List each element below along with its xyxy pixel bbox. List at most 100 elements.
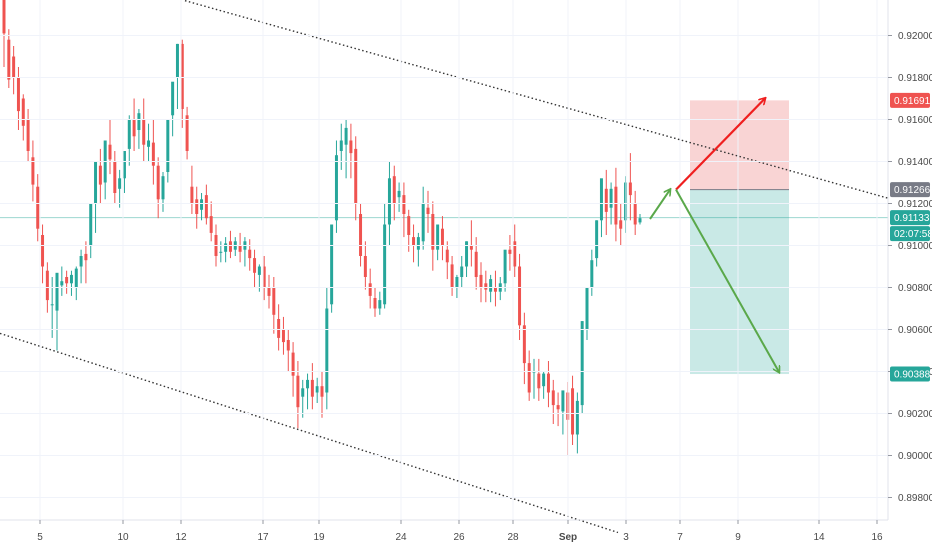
- candle: [12, 46, 16, 95]
- channel-line[interactable]: [184, 0, 889, 199]
- price-tick-label: 0.90800: [898, 283, 932, 294]
- candle: [551, 379, 555, 424]
- candle-body: [238, 245, 242, 252]
- candle-body: [421, 203, 425, 242]
- candle-body: [228, 241, 232, 252]
- candle: [151, 119, 155, 185]
- candle: [200, 193, 204, 221]
- candle-body: [614, 186, 618, 225]
- candle-body: [84, 253, 88, 261]
- candle: [267, 274, 271, 309]
- candle-body: [489, 279, 493, 292]
- price-badge-bg: [890, 366, 930, 382]
- bullish-scenario-arrow[interactable]: [675, 98, 765, 191]
- candle: [325, 287, 329, 410]
- candle-body: [122, 151, 126, 179]
- candle-body: [151, 142, 155, 166]
- candle: [301, 379, 305, 418]
- candle-body: [262, 266, 266, 288]
- candle: [503, 249, 507, 292]
- candle: [628, 153, 632, 221]
- candle-body: [344, 127, 348, 145]
- candle: [412, 224, 416, 263]
- candle-body: [503, 249, 507, 284]
- candle-body: [69, 274, 73, 284]
- price-badge-bg: [890, 92, 930, 108]
- candle-body: [267, 287, 271, 296]
- candle-body: [137, 113, 141, 130]
- approach-arrow[interactable]: [649, 190, 670, 220]
- candle-body: [291, 352, 295, 376]
- time-tick-label: Sep: [559, 532, 577, 543]
- bearish-scenario-arrow[interactable]: [675, 189, 779, 372]
- candle-body: [537, 373, 541, 389]
- candle: [513, 224, 517, 277]
- candle-body: [479, 274, 483, 288]
- candle-body: [609, 188, 613, 208]
- candle-body: [599, 178, 603, 221]
- candle: [142, 98, 146, 162]
- candle-body: [455, 277, 459, 288]
- candle-body: [166, 119, 170, 172]
- candle: [518, 253, 522, 340]
- price-tick-label: 0.91200: [898, 199, 932, 210]
- candle-body: [195, 199, 199, 214]
- candle: [407, 209, 411, 252]
- candle-body: [542, 373, 546, 387]
- candle-body: [585, 287, 589, 330]
- candle-body: [551, 390, 555, 406]
- candle-body: [518, 266, 522, 326]
- candle-body: [407, 216, 411, 235]
- candle: [359, 203, 363, 267]
- candle: [156, 157, 160, 219]
- time-tick-label: 14: [813, 532, 825, 543]
- candle: [585, 287, 589, 340]
- candle-body: [368, 283, 372, 296]
- candle-body: [171, 81, 175, 116]
- stop-loss-zone[interactable]: [690, 100, 789, 190]
- candle: [238, 232, 242, 263]
- candle-body: [79, 256, 83, 267]
- price-badge: 0.91691: [890, 92, 931, 108]
- candle-body: [397, 190, 401, 198]
- candle-body: [604, 188, 608, 212]
- price-badges: 0.91691 0.91266 0.91133 02:07:58 0.90388: [890, 92, 932, 382]
- take-profit-zone[interactable]: [690, 189, 789, 375]
- price-tick-label: 0.92000: [898, 31, 932, 42]
- price-tick-label: 0.90600: [898, 325, 932, 336]
- price-badge-label: 0.91691: [894, 96, 931, 107]
- candle: [368, 268, 372, 309]
- candle-body: [60, 281, 64, 286]
- candle: [402, 182, 406, 238]
- candle: [431, 201, 435, 271]
- time-tick-label: 12: [175, 532, 187, 543]
- time-axis[interactable]: 5 10 12 17 19 24 26 28 Sep 3 7 9 14 16: [0, 519, 888, 543]
- time-tick-label: 3: [623, 532, 629, 543]
- candle: [334, 140, 338, 233]
- candle-body: [89, 203, 93, 246]
- candle-body: [281, 329, 285, 343]
- candle-body: [546, 373, 550, 393]
- time-tick-label: 24: [395, 532, 407, 543]
- candle-body: [633, 203, 637, 225]
- overlays: [0, 0, 888, 520]
- candle-body: [402, 195, 406, 214]
- time-tick-label: 9: [735, 532, 741, 543]
- candle: [450, 256, 454, 296]
- candle: [204, 184, 208, 225]
- channel-line[interactable]: [0, 332, 619, 534]
- candle-body: [2, 0, 6, 34]
- price-tick-label: 0.91800: [898, 73, 932, 84]
- candle: [522, 312, 526, 385]
- time-tick-label: 7: [677, 532, 683, 543]
- price-badge: 0.90388: [890, 366, 931, 382]
- candle: [575, 392, 579, 454]
- candle: [89, 203, 93, 259]
- candle-body: [175, 43, 179, 78]
- candle-body: [65, 277, 69, 284]
- candle-body: [26, 119, 30, 151]
- candle-body: [142, 119, 146, 145]
- candle-body: [224, 243, 228, 252]
